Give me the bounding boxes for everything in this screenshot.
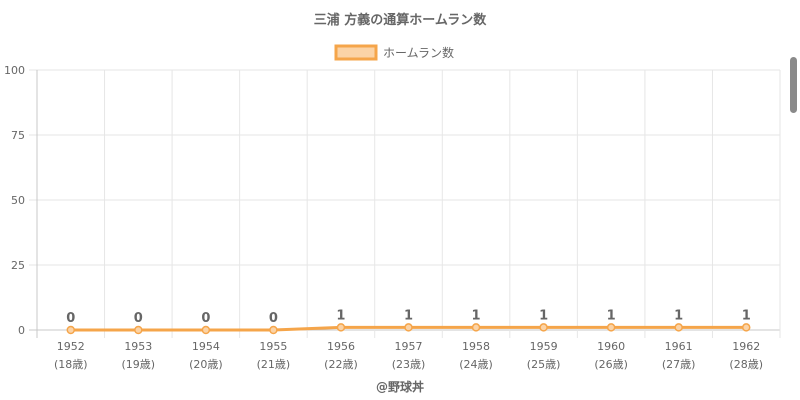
y-tick-label: 75 bbox=[11, 129, 25, 142]
data-point bbox=[606, 323, 616, 332]
legend-label: ホームラン数 bbox=[383, 45, 454, 60]
x-tick-label: 1962 bbox=[732, 340, 760, 353]
data-label: 1 bbox=[404, 308, 413, 323]
data-point bbox=[741, 323, 751, 332]
x-tick-sublabel: (25歳) bbox=[527, 358, 561, 371]
x-tick-sublabel: (20歳) bbox=[189, 358, 223, 371]
y-tick-label: 0 bbox=[18, 324, 25, 337]
data-point bbox=[269, 325, 278, 335]
scrollbar-thumb[interactable] bbox=[790, 57, 797, 113]
data-point bbox=[471, 323, 481, 332]
data-point bbox=[66, 325, 76, 335]
data-label: 0 bbox=[269, 311, 278, 326]
x-tick-sublabel: (28歳) bbox=[729, 358, 763, 371]
x-tick-label: 1952 bbox=[57, 340, 85, 353]
data-label: 1 bbox=[472, 308, 481, 323]
x-tick-label: 1959 bbox=[530, 340, 558, 353]
x-tick-sublabel: (26歳) bbox=[594, 358, 628, 371]
data-label: 1 bbox=[674, 308, 683, 323]
series-layer bbox=[66, 323, 751, 335]
x-tick-label: 1956 bbox=[327, 340, 355, 353]
chart-title: 三浦 方義の通算ホームラン数 bbox=[314, 12, 487, 28]
y-tick-label: 25 bbox=[11, 259, 25, 272]
x-tick-label: 1961 bbox=[665, 340, 693, 353]
axes: 02550751001952(18歳)1953(19歳)1954(20歳)195… bbox=[4, 64, 763, 371]
x-tick-sublabel: (23歳) bbox=[392, 358, 426, 371]
y-tick-label: 50 bbox=[11, 194, 25, 207]
x-tick-label: 1960 bbox=[597, 340, 625, 353]
x-tick-label: 1953 bbox=[124, 340, 152, 353]
data-label: 0 bbox=[66, 311, 75, 326]
x-tick-sublabel: (19歳) bbox=[122, 358, 156, 371]
data-point bbox=[134, 325, 143, 335]
x-tick-sublabel: (18歳) bbox=[54, 358, 88, 371]
data-point bbox=[336, 323, 346, 332]
data-label: 1 bbox=[742, 308, 751, 323]
y-tick-label: 100 bbox=[4, 64, 25, 77]
data-label: 1 bbox=[539, 308, 548, 323]
x-tick-label: 1954 bbox=[192, 340, 220, 353]
data-label: 1 bbox=[607, 308, 616, 323]
x-tick-label: 1958 bbox=[462, 340, 490, 353]
x-tick-label: 1957 bbox=[395, 340, 423, 353]
data-labels: 0 0 0 0 1 1 1 1 1 1 1 bbox=[66, 308, 751, 326]
data-point bbox=[404, 323, 413, 332]
data-point bbox=[201, 325, 211, 335]
x-tick-sublabel: (22歳) bbox=[324, 358, 358, 371]
x-tick-sublabel: (21歳) bbox=[257, 358, 291, 371]
data-label: 0 bbox=[201, 311, 210, 326]
data-point bbox=[674, 323, 683, 332]
grid bbox=[29, 69, 781, 338]
data-point bbox=[539, 323, 548, 332]
footer-credit: @野球丼 bbox=[376, 379, 424, 394]
x-tick-label: 1955 bbox=[259, 340, 287, 353]
legend-swatch bbox=[334, 44, 378, 61]
legend[interactable]: ホームラン数 bbox=[334, 44, 454, 61]
x-tick-sublabel: (27歳) bbox=[662, 358, 696, 371]
x-tick-sublabel: (24歳) bbox=[459, 358, 493, 371]
data-label: 0 bbox=[134, 311, 143, 326]
data-label: 1 bbox=[336, 308, 345, 323]
